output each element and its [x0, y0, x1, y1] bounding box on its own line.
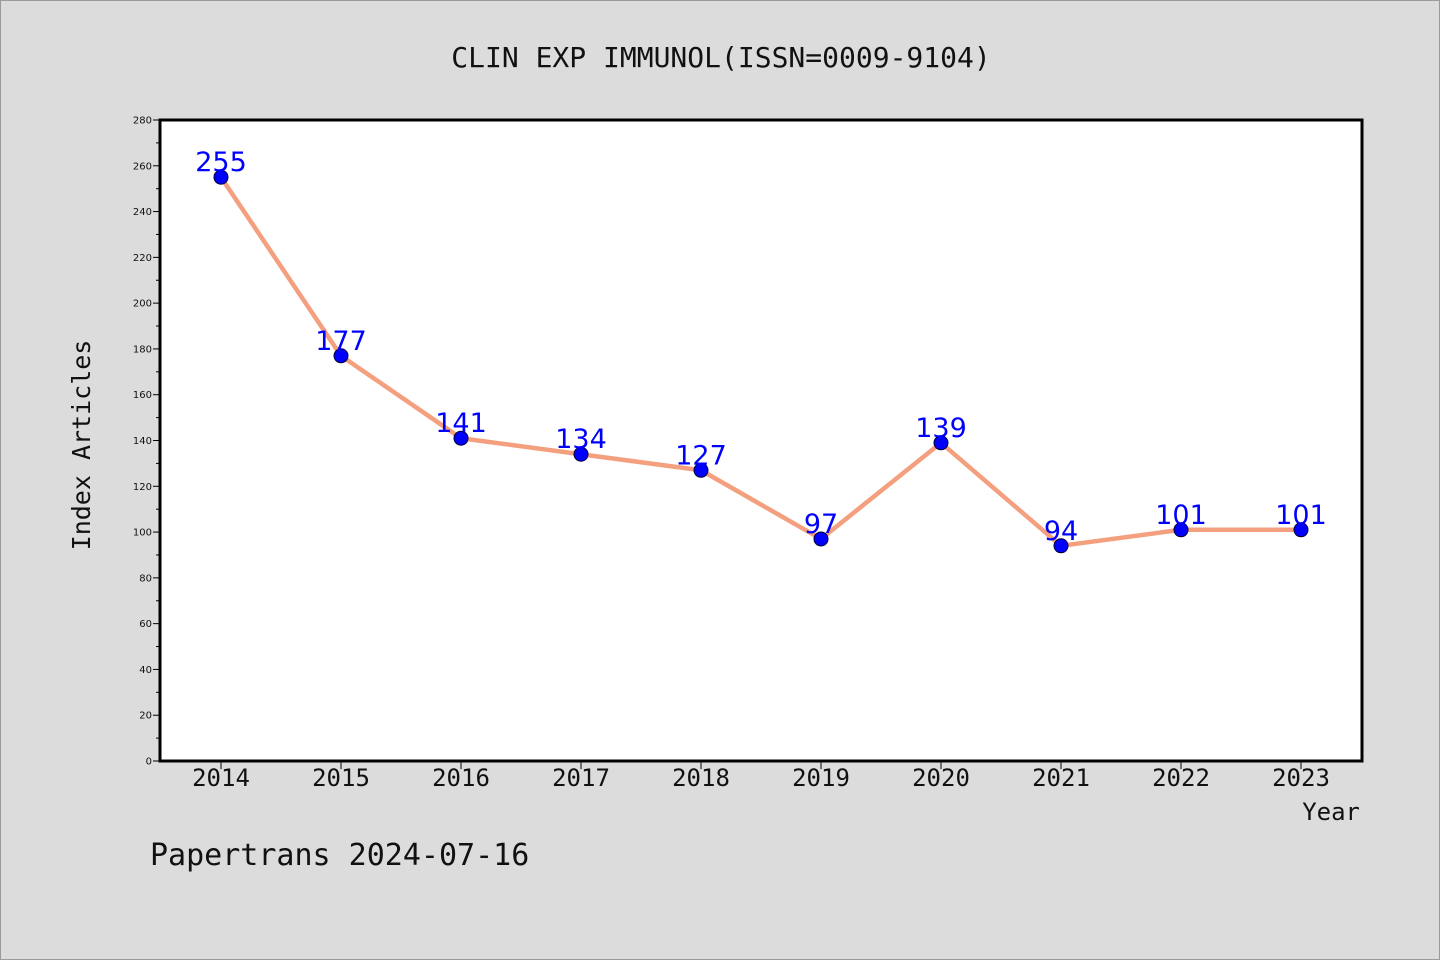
y-tick-label: 80 — [139, 573, 152, 584]
y-tick-label: 60 — [139, 619, 152, 630]
footer-credit: Papertrans 2024-07-16 — [150, 838, 529, 873]
y-tick-label: 140 — [133, 436, 152, 447]
data-point — [813, 531, 829, 547]
x-axis: 2014 2015 2016 2017 2018 2019 2020 2021 2022 2023 — [192, 761, 1330, 792]
data-label: 141 — [435, 408, 487, 439]
data-label: 101 — [1155, 500, 1207, 531]
data-label: 177 — [315, 326, 367, 357]
data-point — [693, 462, 709, 478]
y-tick-label: 0 — [146, 757, 152, 768]
series-layer: 255 177 141 134 127 97 139 94 101 101 — [195, 147, 1327, 554]
y-tick-label: 100 — [133, 528, 152, 539]
x-tick-label: 2021 — [1032, 764, 1090, 792]
data-point — [1053, 538, 1069, 554]
data-label: 255 — [195, 147, 247, 178]
y-axis-label: Index Articles — [67, 340, 96, 551]
data-label: 101 — [1275, 500, 1327, 531]
x-tick-label: 2022 — [1152, 764, 1210, 792]
x-tick-label: 2016 — [432, 764, 490, 792]
y-axis: 0 20 40 60 80 100 120 140 160 180 200 220 240 260 280 — [133, 116, 160, 768]
chart-title: CLIN EXP IMMUNOL(ISSN=0009-9104) — [451, 41, 990, 74]
x-tick-label: 2020 — [912, 764, 970, 792]
x-tick-label: 2019 — [792, 764, 850, 792]
data-label: 139 — [915, 413, 967, 444]
data-point — [1293, 522, 1309, 538]
y-tick-label: 240 — [133, 207, 152, 218]
y-tick-label: 160 — [133, 390, 152, 401]
y-tick-label: 260 — [133, 161, 152, 172]
data-point — [933, 435, 949, 451]
data-label: 97 — [804, 509, 838, 540]
plot-area — [158, 118, 1364, 763]
data-point — [573, 446, 589, 462]
data-label: 134 — [555, 424, 607, 455]
x-axis-label: Year — [1302, 798, 1360, 826]
x-tick-label: 2015 — [312, 764, 370, 792]
series-line — [218, 174, 1304, 549]
y-tick-label: 40 — [139, 665, 152, 676]
y-tick-label: 20 — [139, 711, 152, 722]
x-tick-label: 2023 — [1272, 764, 1330, 792]
data-point — [1173, 522, 1189, 538]
data-point — [453, 430, 469, 446]
data-label: 127 — [675, 440, 727, 471]
data-point — [333, 348, 349, 364]
x-tick-label: 2018 — [672, 764, 730, 792]
y-tick-label: 200 — [133, 299, 152, 310]
y-tick-label: 220 — [133, 253, 152, 264]
x-tick-label: 2014 — [192, 764, 250, 792]
data-point — [213, 169, 229, 185]
data-label: 94 — [1044, 516, 1078, 547]
y-tick-label: 120 — [133, 482, 152, 493]
y-tick-label: 180 — [133, 344, 152, 355]
y-tick-label: 280 — [133, 116, 152, 127]
x-tick-label: 2017 — [552, 764, 610, 792]
